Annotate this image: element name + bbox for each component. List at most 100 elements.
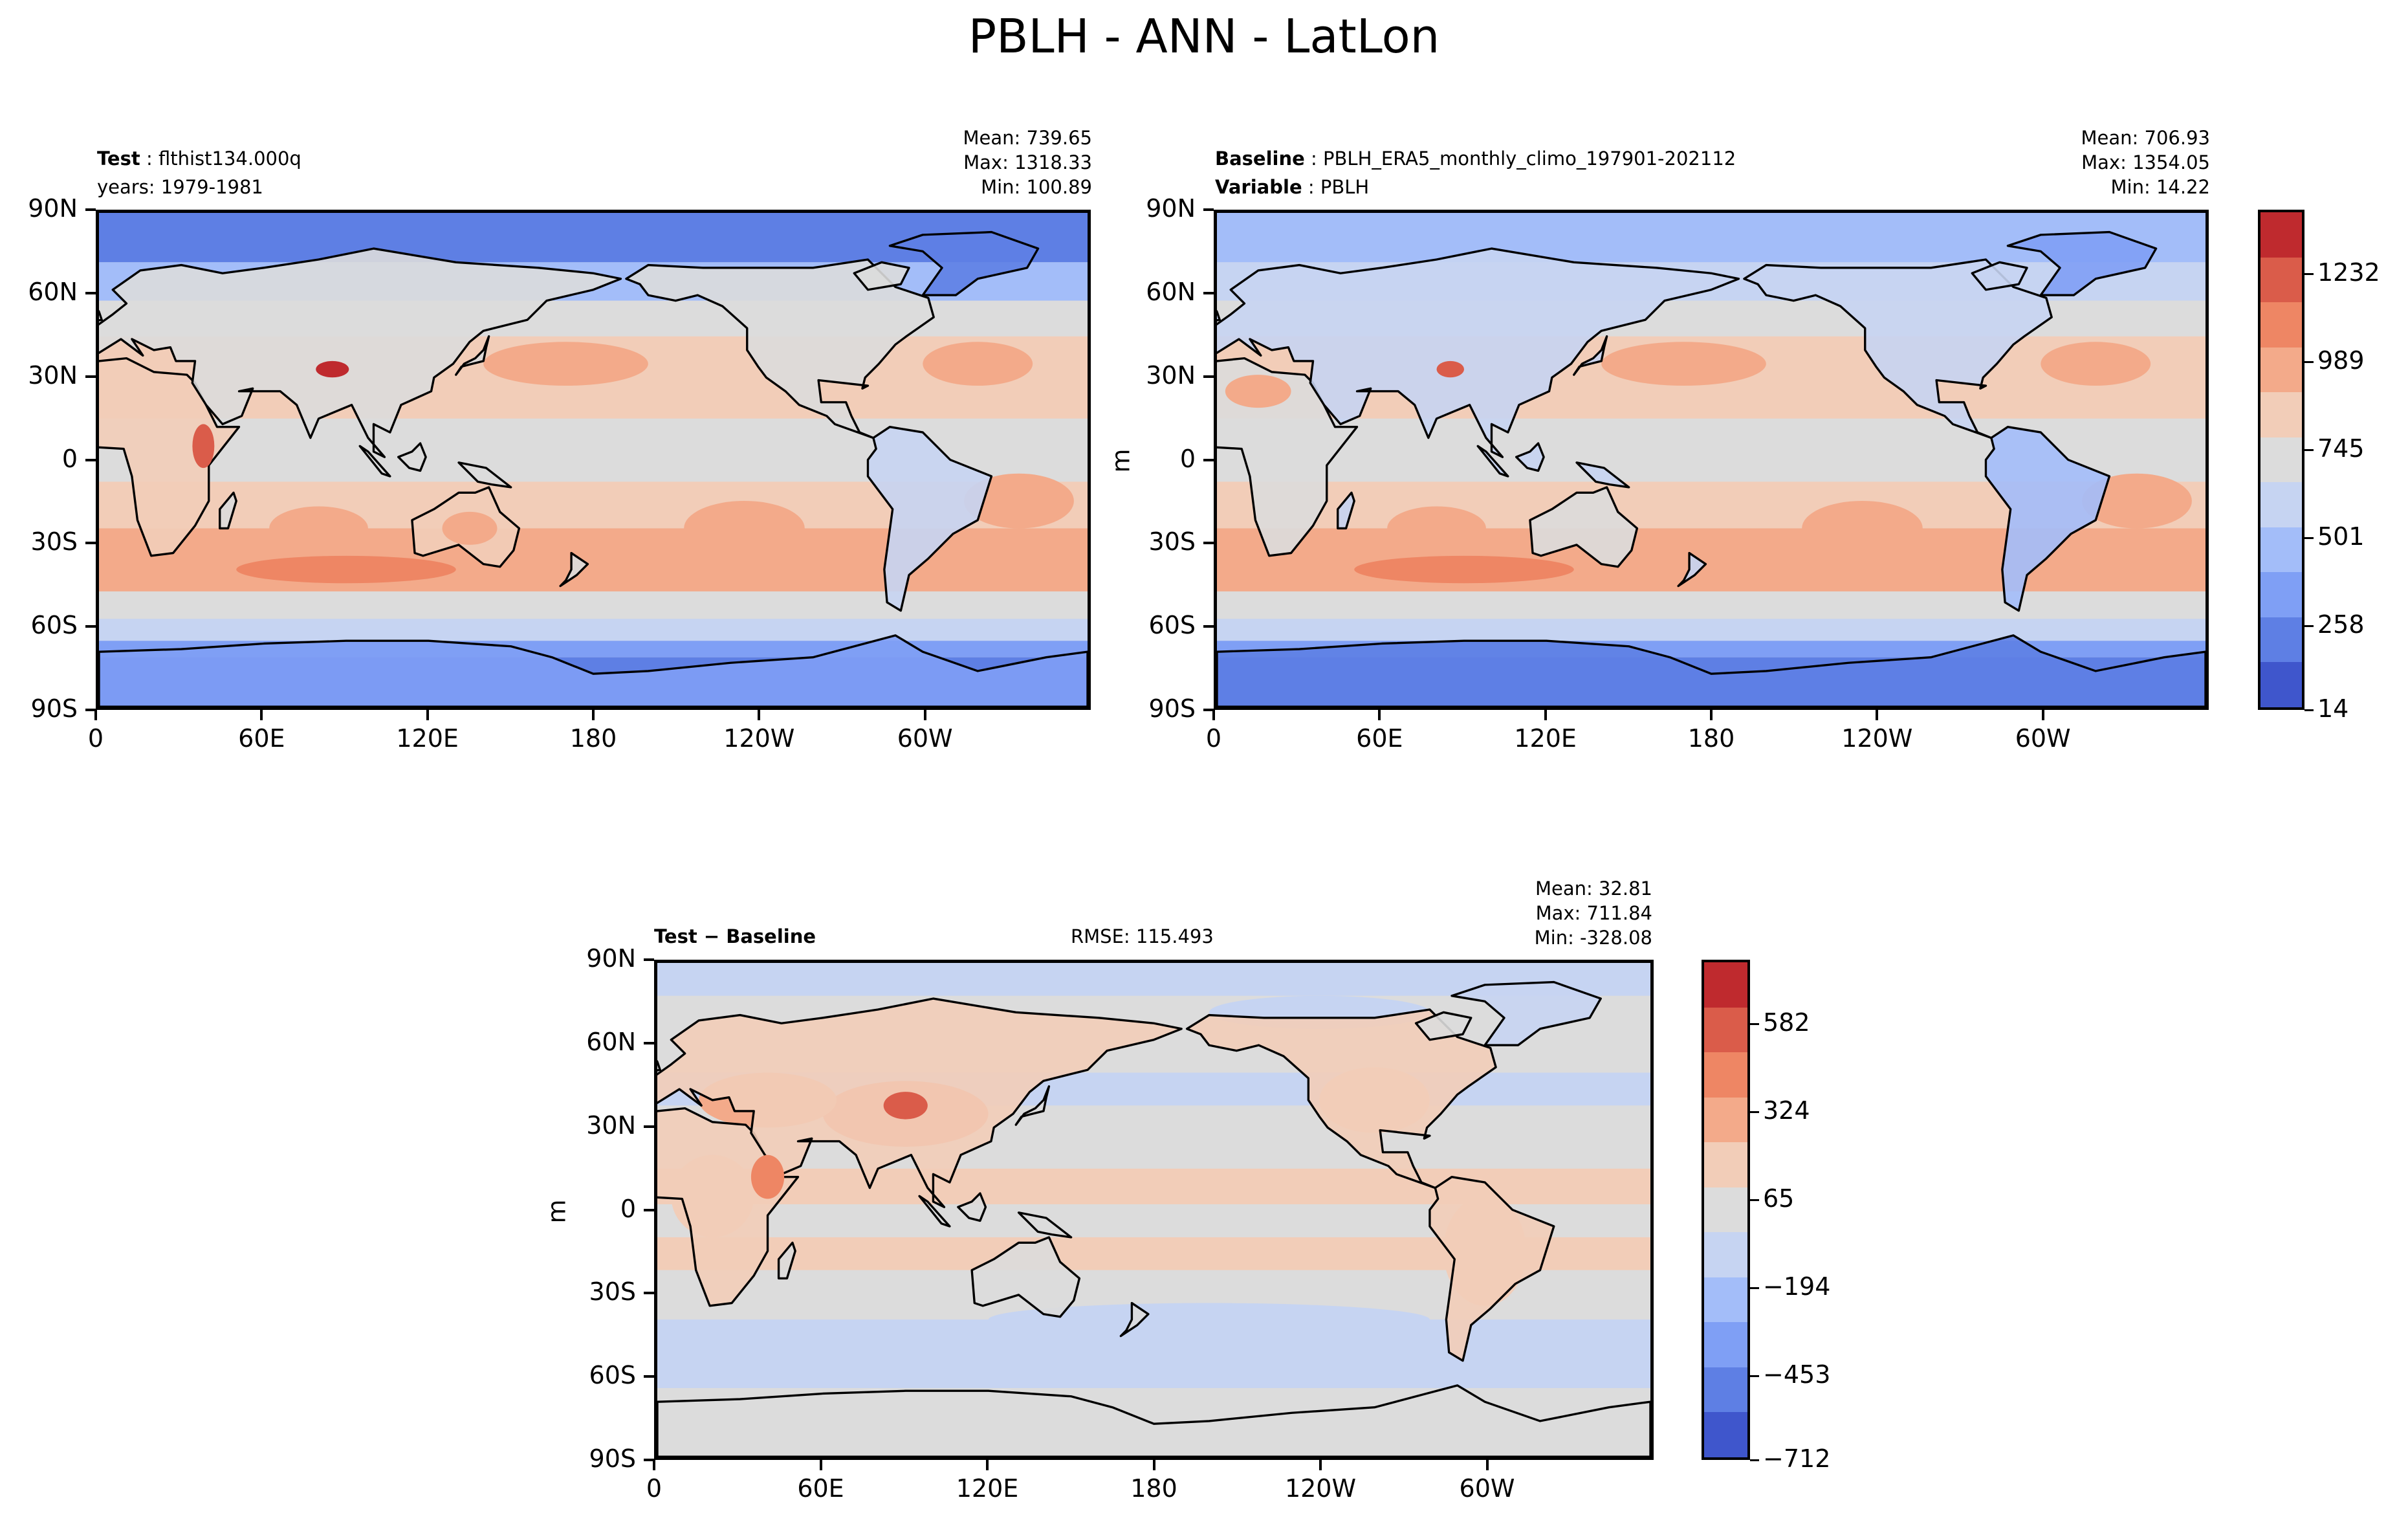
diff-ytick-mark <box>644 958 654 961</box>
test-ytick-mark <box>85 208 96 211</box>
coastline-greenland <box>1450 980 1602 1046</box>
diff-ytick-mark <box>644 1208 654 1211</box>
diff-xtick-label: 60W <box>1459 1474 1515 1503</box>
baseline-colorbar-segment <box>2260 347 2302 393</box>
baseline-colorbar-tick <box>2304 272 2314 275</box>
coastline-eurasia <box>99 247 622 458</box>
test-mean: Mean: 739.65 <box>963 127 1092 149</box>
test-xtick-label: 60E <box>238 724 285 753</box>
baseline-label: Baseline : PBLH_ERA5_monthly_climo_19790… <box>1215 148 1736 170</box>
coastline-sumatra <box>918 1195 951 1228</box>
baseline-xtick-label: 180 <box>1687 724 1735 753</box>
diff-ytick-label: 90N <box>586 944 636 973</box>
test-field <box>99 213 1088 707</box>
field-hotspot <box>442 511 498 545</box>
diff-ytick-mark <box>644 1125 654 1128</box>
field-anomaly <box>1802 500 1923 556</box>
field-band <box>99 591 1088 619</box>
field-anomaly <box>988 1303 1430 1336</box>
baseline-max: Max: 1354.05 <box>2081 151 2210 173</box>
baseline-colorbar-segment <box>2260 482 2302 528</box>
test-map <box>96 210 1091 710</box>
diff-xtick-mark <box>819 1460 822 1470</box>
test-max: Max: 1318.33 <box>963 151 1092 173</box>
baseline-ytick-mark <box>1203 458 1214 461</box>
diff-xtick-label: 120W <box>1284 1474 1357 1503</box>
baseline-mean: Mean: 706.93 <box>2081 127 2210 149</box>
baseline-ytick-mark <box>1203 542 1214 545</box>
diff-colorbar-tick <box>1750 1110 1759 1113</box>
coastline-newguinea <box>457 461 512 489</box>
test-xtick-label: 0 <box>87 724 104 753</box>
baseline-xtick-label: 120W <box>1841 724 1913 753</box>
baseline-colorbar-segment <box>2260 302 2302 348</box>
field-band <box>99 619 1088 641</box>
coastline-newguinea <box>1017 1211 1073 1239</box>
coastline-borneo <box>397 442 427 472</box>
baseline-colorbar-tick-label: 14 <box>2317 694 2349 723</box>
test-xtick-mark <box>923 710 926 720</box>
diff-ytick-label: 90S <box>589 1444 636 1473</box>
baseline-ytick-mark <box>1203 375 1214 378</box>
diff-colorbar-segment <box>1704 1142 1747 1188</box>
diff-min: Min: -328.08 <box>1534 927 1652 949</box>
diff-xtick-mark <box>986 1460 989 1470</box>
coastline-greenland <box>888 230 1040 296</box>
coastline-sumatra <box>1476 445 1509 478</box>
coastline-uk <box>657 1059 661 1072</box>
test-ytick-label: 30S <box>30 527 78 557</box>
diff-colorbar-tick <box>1750 1199 1759 1202</box>
test-ytick-label: 60N <box>28 277 78 306</box>
coastline-antarctica <box>99 634 1088 707</box>
diff-colorbar-tick-label: 65 <box>1763 1184 1795 1213</box>
coastline-uk <box>99 309 103 322</box>
diff-colorbar-segment <box>1704 1232 1747 1278</box>
baseline-ytick-label: 60N <box>1146 277 1196 306</box>
field-hotspot <box>1436 360 1464 378</box>
test-ytick-label: 60S <box>30 611 78 640</box>
test-ytick-mark <box>85 542 96 545</box>
baseline-colorbar-segment <box>2260 617 2302 663</box>
coastline-japan <box>455 335 490 376</box>
diff-colorbar-tick-label: 324 <box>1763 1096 1810 1125</box>
test-xtick-mark <box>260 710 263 720</box>
test-ytick-label: 30N <box>28 360 78 390</box>
diff-colorbar-tick-label: −712 <box>1763 1444 1831 1473</box>
coastline-southamerica <box>1984 426 2111 612</box>
baseline-xtick-mark <box>2041 710 2044 720</box>
baseline-colorbar-tick <box>2304 360 2314 363</box>
diff-colorbar <box>1702 960 1750 1460</box>
diff-xtick-label: 180 <box>1130 1474 1177 1503</box>
field-anomaly <box>483 342 648 386</box>
test-xtick-label: 120E <box>396 724 459 753</box>
coastline-japan <box>1014 1085 1051 1126</box>
test-ytick-label: 90N <box>28 194 78 223</box>
diff-ytick-label: 30S <box>589 1277 636 1307</box>
diff-colorbar-segment <box>1704 1322 1747 1368</box>
diff-colorbar-segment <box>1704 1052 1747 1098</box>
diff-ytick-label: 60S <box>589 1361 636 1390</box>
diff-colorbar-segment <box>1704 1367 1747 1413</box>
test-ytick-mark <box>85 291 96 294</box>
baseline-colorbar-tick-label: 258 <box>2317 610 2365 639</box>
baseline-xtick-label: 0 <box>1205 724 1222 753</box>
diff-colorbar-tick <box>1750 1287 1759 1290</box>
baseline-ytick-mark <box>1203 625 1214 628</box>
baseline-ytick-mark <box>1203 208 1214 211</box>
baseline-xtick-mark <box>1212 710 1215 720</box>
baseline-colorbar-segment <box>2260 527 2302 573</box>
baseline-colorbar-tick <box>2304 537 2314 540</box>
baseline-colorbar-tick-label: 989 <box>2317 346 2365 375</box>
diff-xtick-label: 120E <box>956 1474 1019 1503</box>
baseline-colorbar-tick-label: 745 <box>2317 434 2365 463</box>
baseline-colorbar-tick <box>2304 709 2314 711</box>
field-anomaly <box>236 555 456 584</box>
diff-stats: Mean: 32.81 Max: 711.84 Min: -328.08 <box>1535 876 1652 950</box>
coastline-antarctica <box>1217 634 2206 707</box>
baseline-map <box>1214 210 2209 710</box>
test-xtick-mark <box>758 710 761 720</box>
field-anomaly <box>923 342 1033 386</box>
coastline-baffin <box>1414 1011 1472 1041</box>
diff-rmse: RMSE: 115.493 <box>1071 925 1214 947</box>
field-band <box>1217 591 2206 619</box>
